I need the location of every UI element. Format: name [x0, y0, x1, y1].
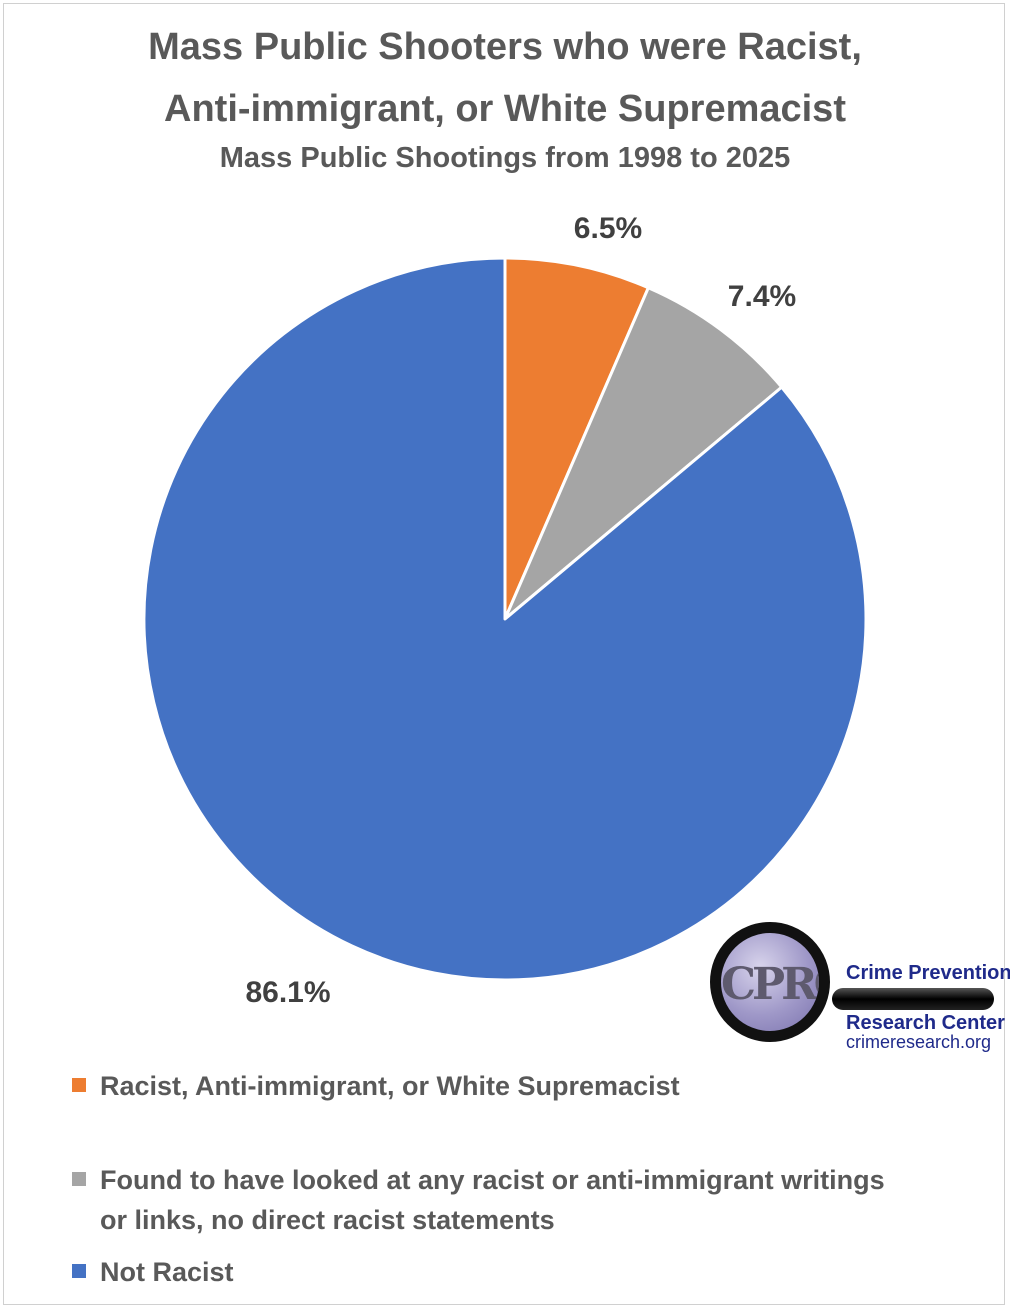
logo-url: crimeresearch.org [846, 1032, 992, 1052]
chart-title-line-1: Mass Public Shooters who were Racist, [148, 26, 862, 68]
legend-item-looked-at-writings: Found to have looked at any racist or an… [72, 1160, 960, 1240]
legend-item-racist: Racist, Anti-immigrant, or White Suprema… [72, 1066, 960, 1106]
chart-frame [3, 3, 1005, 1305]
legend-label-looked-at-writings-line-1: Found to have looked at any racist or an… [100, 1165, 885, 1195]
legend-swatch-racist [72, 1078, 86, 1092]
legend-item-not-racist: Not Racist [72, 1252, 960, 1292]
chart-subtitle: Mass Public Shootings from 1998 to 2025 [219, 142, 791, 174]
legend-swatch-not-racist [72, 1264, 86, 1278]
pie-slice-looked-at-writings [503, 286, 784, 621]
legend-label-not-racist: Not Racist [100, 1257, 234, 1287]
logo-name-line-2: Research Center [846, 1012, 1005, 1034]
logo-name-line-1: Crime Prevention [846, 962, 1010, 984]
legend-swatch-looked-at-writings [72, 1172, 86, 1186]
pie-slice-racist [503, 256, 650, 621]
data-label-not-racist: 86.1% [245, 976, 330, 1009]
data-label-racist: 6.5% [574, 212, 642, 245]
pie-slice-not-racist [142, 256, 868, 982]
chart-title-line-2: Anti-immigrant, or White Supremacist [164, 88, 846, 130]
legend-label-racist: Racist, Anti-immigrant, or White Suprema… [100, 1071, 680, 1101]
legend-label-looked-at-writings-line-2: or links, no direct racist statements [100, 1205, 555, 1235]
data-label-looked-at-writings: 7.4% [728, 280, 796, 313]
legend-label-looked-at-writings: Found to have looked at any racist or an… [100, 1160, 960, 1240]
magnifier-handle-icon [832, 988, 994, 1010]
